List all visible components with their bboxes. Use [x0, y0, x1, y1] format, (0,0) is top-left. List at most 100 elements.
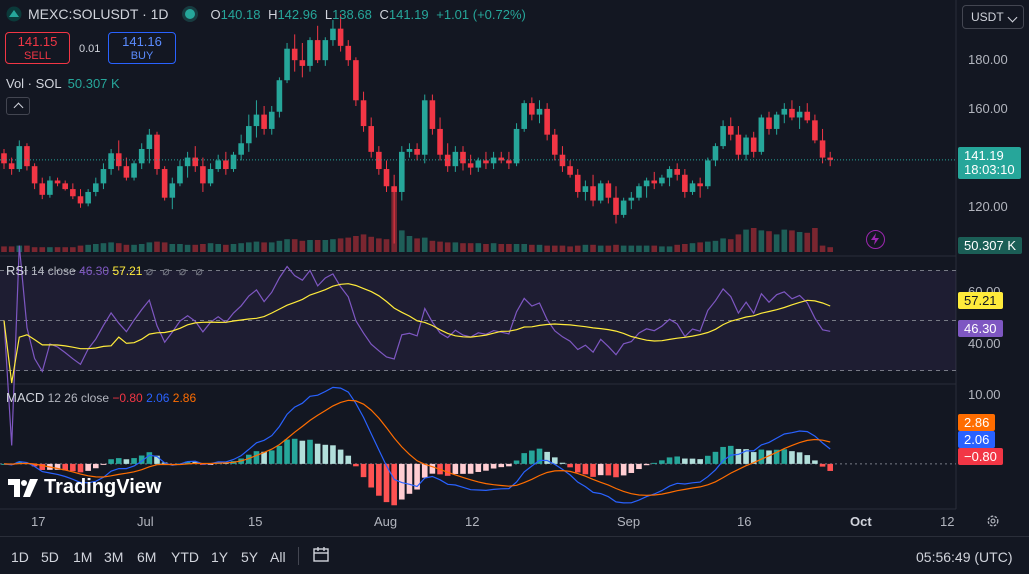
candle-body — [276, 80, 283, 112]
last-price-value: 141.19 — [964, 148, 1004, 163]
range-1d-button[interactable]: 1D — [11, 549, 29, 565]
sell-button[interactable]: 141.15 SELL — [5, 32, 70, 64]
candle-body — [705, 160, 711, 187]
volume-bar — [154, 241, 160, 252]
candle-body — [62, 183, 68, 190]
candle-body — [552, 134, 558, 155]
candle-body — [498, 157, 505, 161]
range-6m-button[interactable]: 6M — [137, 549, 157, 565]
symbol-title[interactable]: MEXC:SOLUSDT · 1D — [28, 6, 169, 22]
volume-bar — [666, 246, 673, 252]
range-5d-button[interactable]: 5D — [41, 549, 59, 565]
volume-legend[interactable]: Vol · SOL 50.307 K — [6, 76, 120, 91]
volume-bar — [597, 245, 604, 252]
volume-bar — [674, 244, 680, 252]
range-1y-button[interactable]: 1Y — [211, 549, 229, 565]
macd-histogram-bar — [643, 463, 650, 466]
macd-histogram-bar — [827, 463, 833, 471]
utc-clock[interactable]: 05:56:49 (UTC) — [916, 549, 1013, 565]
candle-body — [758, 117, 765, 152]
volume-bar — [750, 228, 757, 252]
range-1m-button[interactable]: 1M — [73, 549, 93, 565]
macd-histogram-bar — [682, 458, 688, 464]
macd-legend[interactable]: MACD 12 26 close −0.80 2.06 2.86 — [6, 390, 196, 405]
volume-bar — [743, 229, 749, 252]
chart-canvas[interactable] — [0, 0, 1029, 540]
macd-histogram-bar — [322, 444, 329, 464]
collapse-legend-button[interactable] — [6, 97, 30, 115]
macd-histogram-bar — [276, 445, 283, 464]
macd-histogram-bar — [773, 449, 780, 464]
volume-bar — [246, 242, 252, 252]
volume-bar — [421, 237, 428, 252]
macd-histogram-bar — [192, 461, 199, 464]
lightning-icon[interactable] — [866, 230, 885, 249]
volume-bar — [483, 244, 489, 252]
buy-label: BUY — [130, 50, 154, 62]
volume-bar — [582, 244, 589, 252]
volume-bar — [230, 244, 237, 252]
macd-histogram-bar — [353, 463, 359, 467]
rsi-params: 14 close — [31, 264, 76, 278]
candle-body — [804, 111, 811, 121]
candle-body — [529, 103, 535, 115]
open-label: O — [210, 6, 221, 22]
macd-histogram-bar — [659, 460, 665, 464]
range-5y-button[interactable]: 5Y — [241, 549, 259, 565]
volume-bar — [200, 244, 206, 252]
candle-body — [77, 196, 84, 204]
macd-histogram-bar — [123, 459, 130, 464]
candle-body — [659, 177, 665, 184]
candle-body — [628, 197, 635, 201]
candle-body — [773, 114, 780, 129]
candle-body — [261, 114, 267, 129]
macd-histogram-bar — [529, 450, 535, 464]
macd-histogram-bar — [368, 463, 374, 488]
candle-body — [651, 180, 658, 184]
volume-bar — [712, 240, 719, 252]
macd-histogram-bar — [360, 463, 367, 478]
candle-body — [812, 120, 818, 141]
rsi-ma-tag: 57.21 — [958, 292, 1003, 309]
volume-bar — [8, 246, 15, 252]
volume-bar — [1, 246, 7, 252]
range-all-button[interactable]: All — [270, 549, 286, 565]
volume-bar — [498, 244, 505, 252]
candle-body — [597, 183, 604, 201]
range-3m-button[interactable]: 3M — [104, 549, 124, 565]
volume-bar — [720, 238, 726, 252]
candle-body — [605, 183, 612, 198]
rsi-legend[interactable]: RSI 14 close 46.30 57.21 ⌀ ⌀ ⌀ ⌀ — [6, 263, 206, 278]
range-ytd-button[interactable]: YTD — [171, 549, 199, 565]
macd-signal-line — [3, 399, 831, 496]
buy-button[interactable]: 141.16 BUY — [108, 32, 176, 64]
rsi-label: RSI — [6, 263, 28, 278]
rsi-ma-line — [3, 283, 831, 384]
volume-bar — [620, 245, 627, 252]
currency-selector[interactable]: USDT — [962, 5, 1024, 29]
candle-body — [636, 186, 642, 198]
date-range-icon[interactable] — [311, 546, 331, 564]
macd-histogram-bar — [750, 452, 757, 464]
ohlc-values: O140.18 H142.96 L138.68 C141.19 +1.01 (+… — [211, 7, 530, 22]
candle-body — [697, 183, 703, 187]
volume-bar — [284, 239, 290, 252]
candle-body — [345, 45, 352, 61]
candle-body — [544, 108, 550, 135]
macd-histogram-bar — [337, 449, 344, 464]
candle-body — [200, 166, 206, 184]
volume-bar — [169, 244, 176, 252]
gear-icon[interactable] — [986, 514, 1000, 528]
spread-value: 0.01 — [79, 43, 101, 55]
volume-bar — [192, 244, 199, 252]
candle-body — [437, 128, 443, 155]
volume-bar — [766, 231, 772, 252]
candle-body — [215, 160, 221, 170]
tradingview-logo: TradingView — [8, 476, 161, 499]
candle-body — [475, 160, 482, 168]
macd-histogram-bar — [766, 450, 772, 464]
macd-line-value: 2.06 — [146, 391, 170, 405]
macd-histogram-bar — [490, 463, 497, 469]
volume-bar — [506, 244, 512, 252]
candle-body — [429, 100, 436, 129]
